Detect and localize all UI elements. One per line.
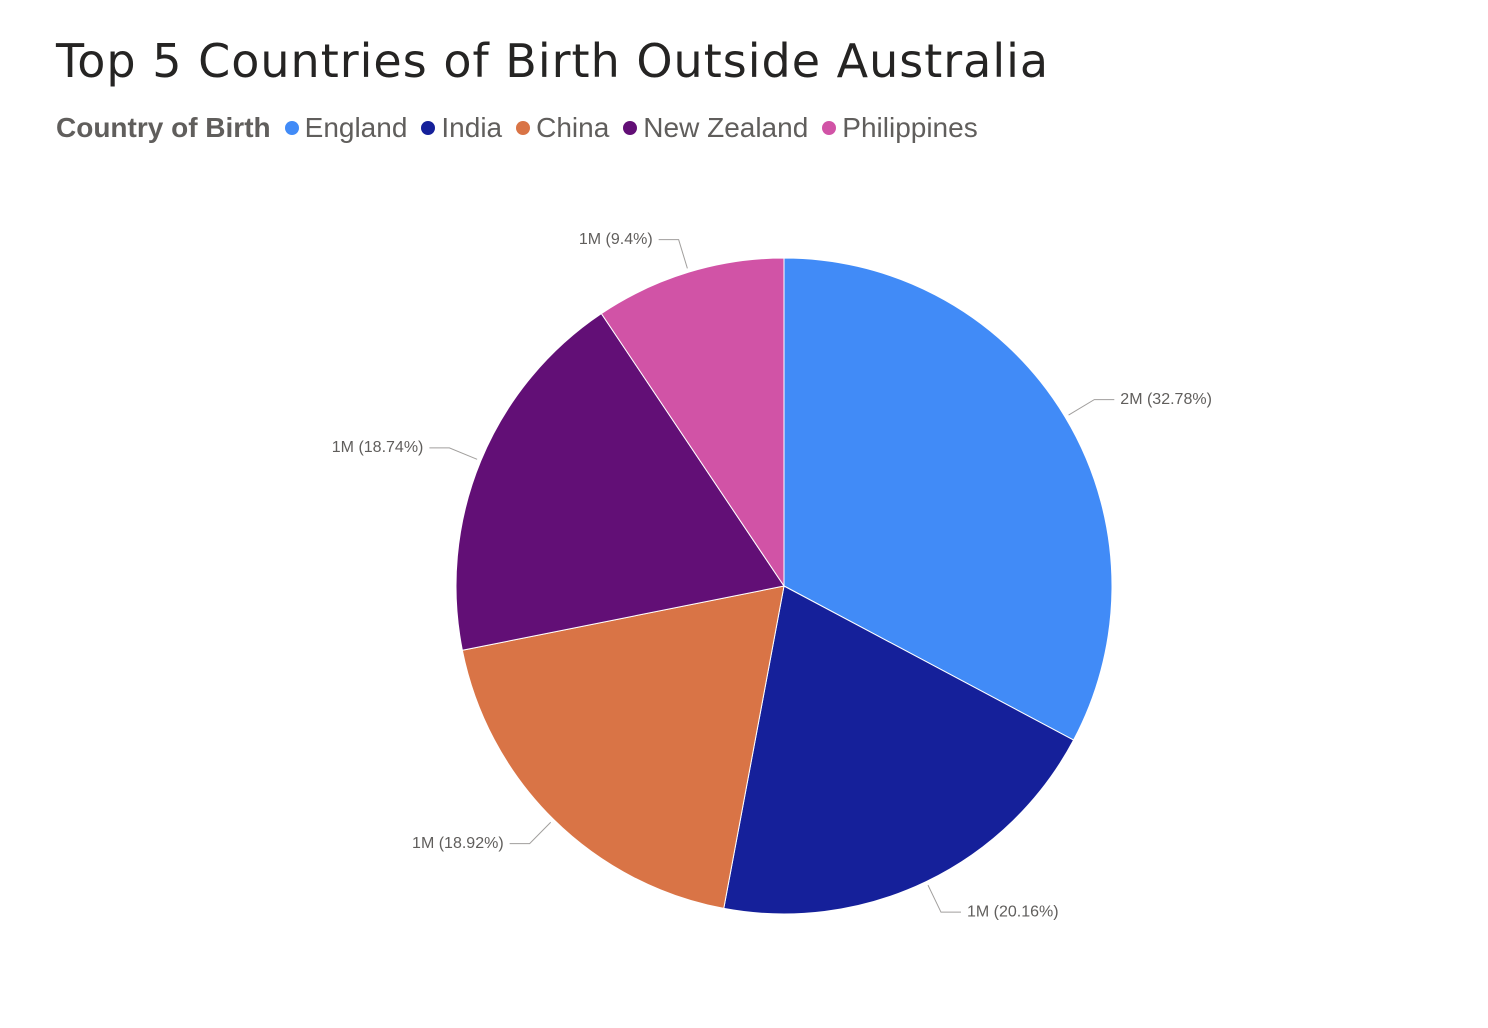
legend-marker [516,121,531,135]
legend-title: Country of Birth [56,112,271,143]
legend-item-philippines[interactable]: Philippines [822,112,978,144]
legend-marker [284,121,299,135]
pie-slice-philippines[interactable] [600,257,785,588]
pie-slice-india[interactable] [723,585,1075,915]
legend-item-china[interactable]: China [516,112,609,144]
legend-item-england[interactable]: England [284,112,408,144]
legend-label: China [536,112,610,143]
legend-marker [421,121,436,135]
legend-marker [822,121,837,135]
data-label-england: 2M (32.78%) [1120,391,1212,408]
data-label-china: 1M (18.92%) [412,835,504,852]
legend-item-india[interactable]: India [421,112,502,144]
legend-item-new-zealand[interactable]: New Zealand [623,112,808,144]
pie-slice-china[interactable] [461,585,785,910]
data-label-philippines: 1M (9.4%) [579,231,653,248]
legend-label: Philippines [842,112,978,143]
leader-line-philippines [658,239,688,269]
chart-title: Top 5 Countries of Birth Outside Austral… [56,34,1050,88]
legend-marker [623,121,638,135]
legend-label: England [304,112,408,143]
legend-label: New Zealand [643,112,809,143]
leader-line-england [1068,399,1115,416]
leader-line-china [509,821,552,845]
data-label-india: 1M (20.16%) [967,903,1059,920]
data-label-new-zealand: 1M (18.74%) [332,439,424,456]
leader-line-india [927,884,962,913]
pie-slice-new-zealand[interactable] [455,312,785,651]
legend-label: India [441,112,503,143]
legend: Country of Birth England India China New Ze… [56,110,992,146]
pie-slice-england[interactable] [783,257,1113,741]
leader-line-new-zealand [429,447,478,460]
